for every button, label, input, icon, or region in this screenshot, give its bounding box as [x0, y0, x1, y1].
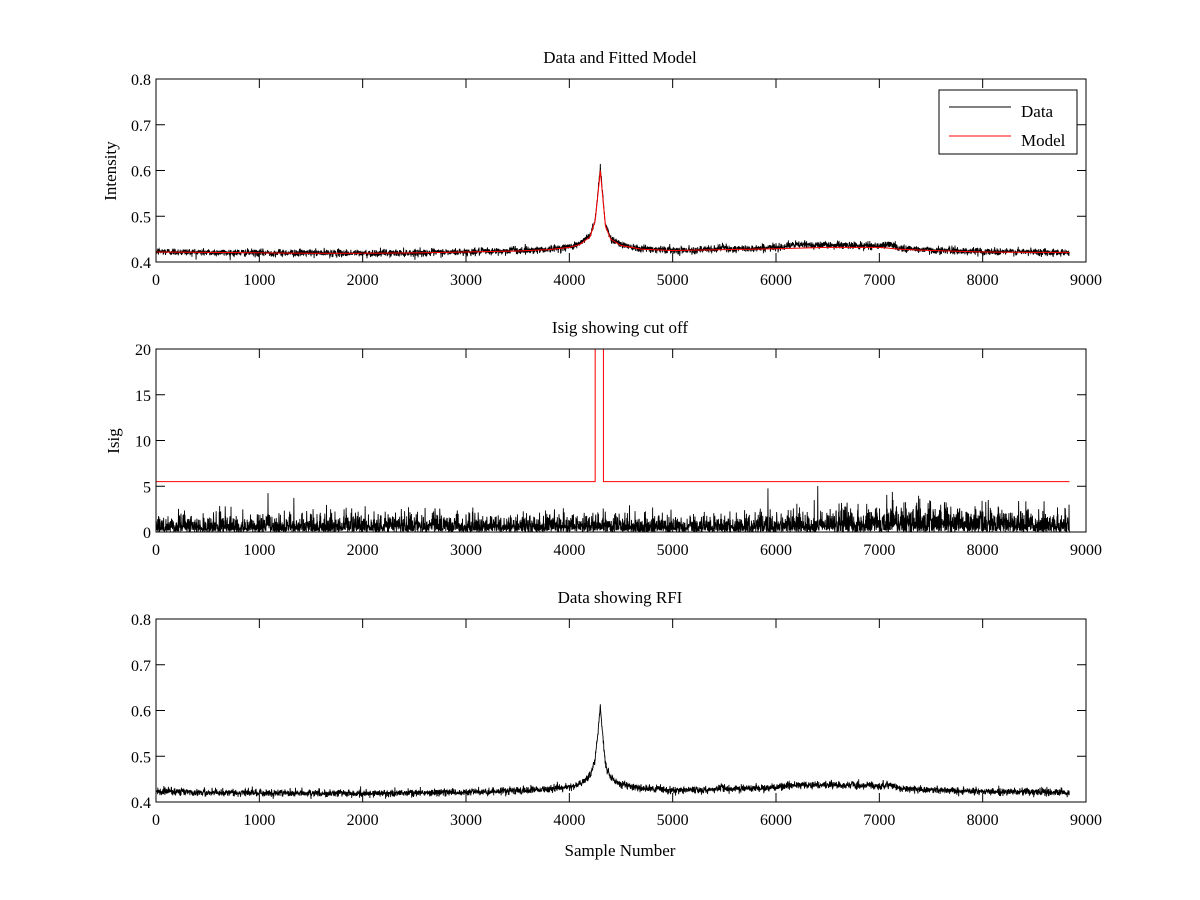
- y-tick-label: 0.8: [131, 72, 151, 89]
- panel-isig-cutoff: Isig showing cut off 0 1000 2000 3000 4000 50…: [104, 318, 1102, 559]
- series-line-cutoff: [156, 349, 1070, 483]
- x-axis-label: Sample Number: [565, 841, 676, 860]
- x-tick-label: 2000: [347, 812, 379, 829]
- x-tick-label: 2000: [347, 542, 379, 559]
- x-tick-label: 0: [152, 272, 160, 289]
- legend-label-data: Data: [1021, 102, 1054, 121]
- x-tick-label: 5000: [657, 812, 689, 829]
- legend: Data Model: [938, 89, 1078, 155]
- series-line-isig: [156, 704, 1070, 799]
- panel-data-rfi: Data showing RFI 0 1000 2000 3000 4000 5000 60…: [131, 588, 1102, 860]
- panel-data-fitted-model: Data and Fitted Model 0 1000 2000 3000 4000 5…: [101, 48, 1102, 289]
- x-tick-label: 8000: [967, 272, 999, 289]
- y-tick-label: 0.7: [131, 118, 151, 135]
- x-tick-label: 6000: [760, 272, 792, 289]
- axis-ticks: 0 1000 2000 3000 4000 5000 6000 7000 8000 9000 0 5 1…: [135, 342, 1102, 559]
- series-line-data: [156, 163, 1070, 261]
- y-axis-label: Intensity: [101, 141, 120, 201]
- y-tick-label: 0.5: [131, 749, 151, 766]
- x-tick-label: 9000: [1070, 542, 1102, 559]
- x-tick-label: 3000: [450, 272, 482, 289]
- y-tick-label: 15: [135, 388, 151, 405]
- y-axis-label: Isig: [104, 428, 123, 454]
- x-tick-label: 8000: [967, 812, 999, 829]
- y-tick-label: 0.5: [131, 209, 151, 226]
- plot-area: [156, 349, 1070, 532]
- legend-label-model: Model: [1021, 131, 1066, 150]
- y-tick-label: 10: [135, 434, 151, 451]
- chart-title: Data and Fitted Model: [543, 48, 697, 67]
- plot-area: [156, 163, 1070, 261]
- x-tick-label: 3000: [450, 542, 482, 559]
- x-tick-label: 2000: [347, 272, 379, 289]
- x-tick-label: 0: [152, 812, 160, 829]
- y-tick-label: 0.6: [131, 164, 151, 181]
- y-tick-label: 20: [135, 342, 151, 359]
- x-tick-label: 4000: [553, 542, 585, 559]
- series-line-isig: [156, 486, 1070, 532]
- x-tick-label: 1000: [243, 542, 275, 559]
- y-tick-label: 0: [143, 525, 151, 542]
- x-tick-label: 7000: [863, 812, 895, 829]
- x-tick-label: 6000: [760, 812, 792, 829]
- y-tick-label: 0.7: [131, 658, 151, 675]
- x-tick-label: 8000: [967, 542, 999, 559]
- axis-ticks: 0 1000 2000 3000 4000 5000 6000 7000 8000 9000 0.4…: [131, 612, 1102, 829]
- y-tick-label: 5: [143, 479, 151, 496]
- x-tick-label: 4000: [553, 812, 585, 829]
- x-tick-label: 9000: [1070, 272, 1102, 289]
- y-tick-label: 0.4: [131, 795, 151, 812]
- y-tick-label: 0.4: [131, 255, 151, 272]
- series-line-model: [156, 170, 1070, 254]
- y-tick-label: 0.8: [131, 612, 151, 629]
- x-tick-label: 3000: [450, 812, 482, 829]
- x-tick-label: 6000: [760, 542, 792, 559]
- x-tick-label: 5000: [657, 272, 689, 289]
- x-tick-label: 4000: [553, 272, 585, 289]
- axes-frame: [155, 618, 1087, 803]
- x-tick-label: 0: [152, 542, 160, 559]
- axis-ticks: 0 1000 2000 3000 4000 5000 6000 7000 8000 9000 0.4…: [131, 72, 1102, 289]
- chart-title: Data showing RFI: [558, 588, 683, 607]
- x-tick-label: 7000: [863, 542, 895, 559]
- legend-box: [938, 89, 1078, 155]
- x-tick-label: 1000: [243, 812, 275, 829]
- chart-title: Isig showing cut off: [552, 318, 688, 337]
- x-tick-label: 5000: [657, 542, 689, 559]
- y-tick-label: 0.6: [131, 704, 151, 721]
- x-tick-label: 1000: [243, 272, 275, 289]
- x-tick-label: 7000: [863, 272, 895, 289]
- plot-area: [156, 704, 1070, 799]
- x-tick-label: 9000: [1070, 812, 1102, 829]
